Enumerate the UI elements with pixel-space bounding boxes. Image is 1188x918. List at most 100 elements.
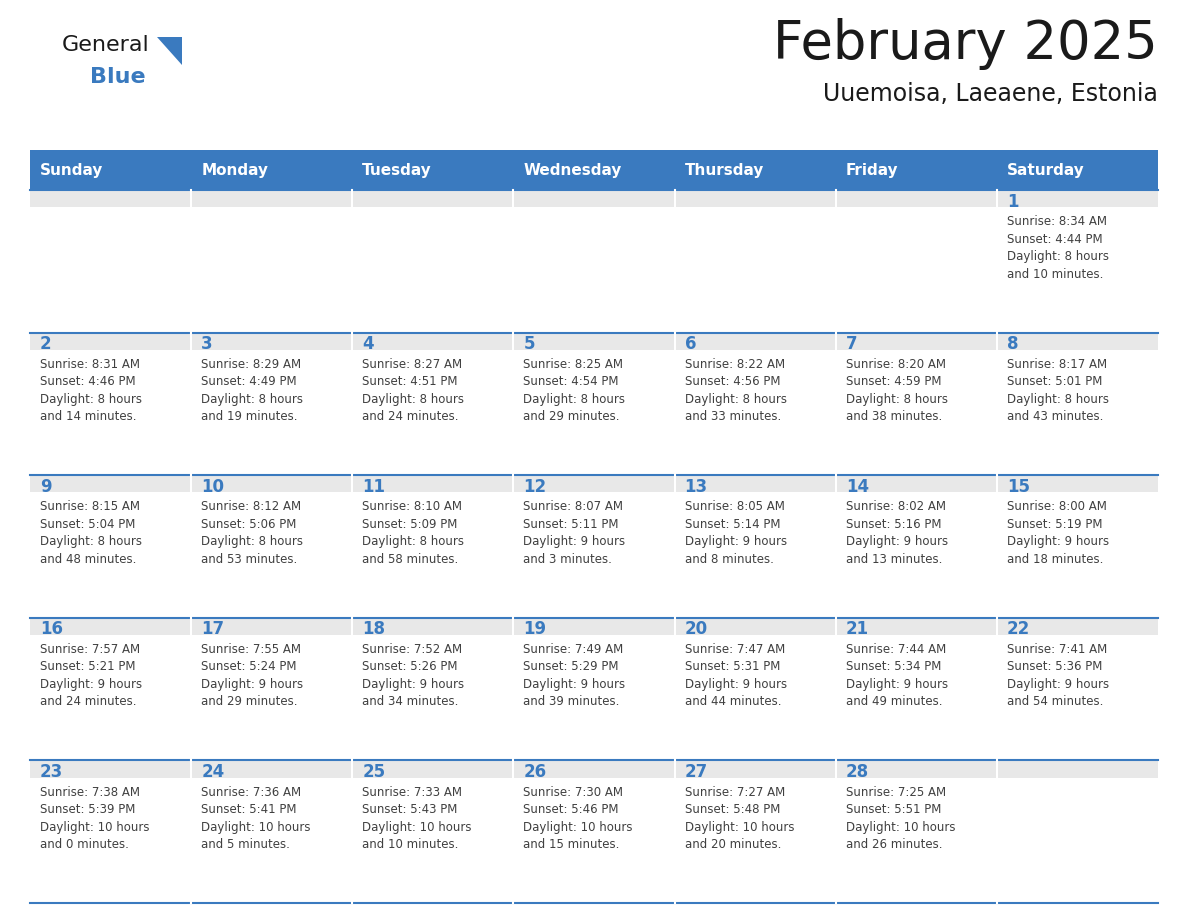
Bar <box>997 190 1158 207</box>
Bar <box>675 476 835 492</box>
Text: 13: 13 <box>684 477 708 496</box>
Bar <box>191 476 353 492</box>
Text: Sunrise: 7:57 AM
Sunset: 5:21 PM
Daylight: 9 hours
and 24 minutes.: Sunrise: 7:57 AM Sunset: 5:21 PM Dayligh… <box>40 643 143 709</box>
Bar <box>835 492 997 618</box>
Text: 16: 16 <box>40 621 63 638</box>
Text: Sunrise: 7:30 AM
Sunset: 5:46 PM
Daylight: 10 hours
and 15 minutes.: Sunrise: 7:30 AM Sunset: 5:46 PM Dayligh… <box>524 786 633 851</box>
Text: 22: 22 <box>1007 621 1030 638</box>
Text: General: General <box>62 35 150 55</box>
Text: Sunrise: 8:29 AM
Sunset: 4:49 PM
Daylight: 8 hours
and 19 minutes.: Sunrise: 8:29 AM Sunset: 4:49 PM Dayligh… <box>201 358 303 423</box>
Bar <box>513 190 675 207</box>
Bar <box>835 207 997 332</box>
Bar <box>997 350 1158 476</box>
Bar <box>675 635 835 760</box>
Bar <box>513 760 675 778</box>
Text: 20: 20 <box>684 621 708 638</box>
Text: February 2025: February 2025 <box>773 18 1158 70</box>
Text: 19: 19 <box>524 621 546 638</box>
Bar <box>675 150 835 190</box>
Bar <box>997 760 1158 778</box>
Text: Sunrise: 8:34 AM
Sunset: 4:44 PM
Daylight: 8 hours
and 10 minutes.: Sunrise: 8:34 AM Sunset: 4:44 PM Dayligh… <box>1007 215 1108 281</box>
Bar <box>835 190 997 207</box>
Text: 2: 2 <box>40 335 51 353</box>
Text: Sunrise: 8:17 AM
Sunset: 5:01 PM
Daylight: 8 hours
and 43 minutes.: Sunrise: 8:17 AM Sunset: 5:01 PM Dayligh… <box>1007 358 1108 423</box>
Bar <box>353 350 513 476</box>
Text: Sunrise: 7:55 AM
Sunset: 5:24 PM
Daylight: 9 hours
and 29 minutes.: Sunrise: 7:55 AM Sunset: 5:24 PM Dayligh… <box>201 643 303 709</box>
Text: 10: 10 <box>201 477 225 496</box>
Bar <box>835 332 997 350</box>
Bar <box>513 350 675 476</box>
Bar <box>997 476 1158 492</box>
Bar <box>353 760 513 778</box>
Text: Uuemoisa, Laeaene, Estonia: Uuemoisa, Laeaene, Estonia <box>823 82 1158 106</box>
Bar <box>30 778 191 903</box>
Bar <box>191 207 353 332</box>
Bar <box>353 618 513 635</box>
Bar <box>513 492 675 618</box>
Bar <box>675 207 835 332</box>
Bar <box>675 332 835 350</box>
Bar <box>835 150 997 190</box>
Text: 12: 12 <box>524 477 546 496</box>
Text: Sunday: Sunday <box>40 162 103 177</box>
Bar <box>353 778 513 903</box>
Text: Sunrise: 8:02 AM
Sunset: 5:16 PM
Daylight: 9 hours
and 13 minutes.: Sunrise: 8:02 AM Sunset: 5:16 PM Dayligh… <box>846 500 948 565</box>
Text: Saturday: Saturday <box>1007 162 1085 177</box>
Text: 25: 25 <box>362 763 385 781</box>
Text: Sunrise: 8:27 AM
Sunset: 4:51 PM
Daylight: 8 hours
and 24 minutes.: Sunrise: 8:27 AM Sunset: 4:51 PM Dayligh… <box>362 358 465 423</box>
Text: Thursday: Thursday <box>684 162 764 177</box>
Bar <box>191 760 353 778</box>
Bar <box>513 332 675 350</box>
Bar <box>191 332 353 350</box>
Bar <box>675 492 835 618</box>
Bar <box>30 760 191 778</box>
Bar <box>835 350 997 476</box>
Text: Sunrise: 7:33 AM
Sunset: 5:43 PM
Daylight: 10 hours
and 10 minutes.: Sunrise: 7:33 AM Sunset: 5:43 PM Dayligh… <box>362 786 472 851</box>
Text: 27: 27 <box>684 763 708 781</box>
Bar <box>997 492 1158 618</box>
Bar <box>997 150 1158 190</box>
Text: 24: 24 <box>201 763 225 781</box>
Bar <box>30 350 191 476</box>
Bar <box>513 476 675 492</box>
Bar <box>997 332 1158 350</box>
Text: Sunrise: 7:27 AM
Sunset: 5:48 PM
Daylight: 10 hours
and 20 minutes.: Sunrise: 7:27 AM Sunset: 5:48 PM Dayligh… <box>684 786 794 851</box>
Text: Sunrise: 7:41 AM
Sunset: 5:36 PM
Daylight: 9 hours
and 54 minutes.: Sunrise: 7:41 AM Sunset: 5:36 PM Dayligh… <box>1007 643 1108 709</box>
Bar <box>30 492 191 618</box>
Text: Sunrise: 8:15 AM
Sunset: 5:04 PM
Daylight: 8 hours
and 48 minutes.: Sunrise: 8:15 AM Sunset: 5:04 PM Dayligh… <box>40 500 143 565</box>
Text: 8: 8 <box>1007 335 1018 353</box>
Text: 18: 18 <box>362 621 385 638</box>
Bar <box>191 150 353 190</box>
Text: Sunrise: 7:36 AM
Sunset: 5:41 PM
Daylight: 10 hours
and 5 minutes.: Sunrise: 7:36 AM Sunset: 5:41 PM Dayligh… <box>201 786 310 851</box>
Text: 26: 26 <box>524 763 546 781</box>
Polygon shape <box>157 37 182 65</box>
Bar <box>675 350 835 476</box>
Text: 7: 7 <box>846 335 858 353</box>
Bar <box>191 778 353 903</box>
Bar <box>997 635 1158 760</box>
Text: 21: 21 <box>846 621 868 638</box>
Text: Sunrise: 7:52 AM
Sunset: 5:26 PM
Daylight: 9 hours
and 34 minutes.: Sunrise: 7:52 AM Sunset: 5:26 PM Dayligh… <box>362 643 465 709</box>
Text: Sunrise: 8:00 AM
Sunset: 5:19 PM
Daylight: 9 hours
and 18 minutes.: Sunrise: 8:00 AM Sunset: 5:19 PM Dayligh… <box>1007 500 1108 565</box>
Text: Blue: Blue <box>90 67 146 87</box>
Text: Sunrise: 8:20 AM
Sunset: 4:59 PM
Daylight: 8 hours
and 38 minutes.: Sunrise: 8:20 AM Sunset: 4:59 PM Dayligh… <box>846 358 948 423</box>
Text: Wednesday: Wednesday <box>524 162 621 177</box>
Bar <box>30 618 191 635</box>
Bar <box>353 150 513 190</box>
Text: 28: 28 <box>846 763 868 781</box>
Text: Sunrise: 8:25 AM
Sunset: 4:54 PM
Daylight: 8 hours
and 29 minutes.: Sunrise: 8:25 AM Sunset: 4:54 PM Dayligh… <box>524 358 625 423</box>
Bar <box>997 207 1158 332</box>
Bar <box>30 190 191 207</box>
Bar <box>835 778 997 903</box>
Text: 23: 23 <box>40 763 63 781</box>
Bar <box>997 778 1158 903</box>
Text: 5: 5 <box>524 335 535 353</box>
Bar <box>675 618 835 635</box>
Bar <box>353 635 513 760</box>
Text: Sunrise: 7:49 AM
Sunset: 5:29 PM
Daylight: 9 hours
and 39 minutes.: Sunrise: 7:49 AM Sunset: 5:29 PM Dayligh… <box>524 643 626 709</box>
Text: Sunrise: 7:44 AM
Sunset: 5:34 PM
Daylight: 9 hours
and 49 minutes.: Sunrise: 7:44 AM Sunset: 5:34 PM Dayligh… <box>846 643 948 709</box>
Text: Sunrise: 8:12 AM
Sunset: 5:06 PM
Daylight: 8 hours
and 53 minutes.: Sunrise: 8:12 AM Sunset: 5:06 PM Dayligh… <box>201 500 303 565</box>
Bar <box>30 476 191 492</box>
Text: Sunrise: 8:22 AM
Sunset: 4:56 PM
Daylight: 8 hours
and 33 minutes.: Sunrise: 8:22 AM Sunset: 4:56 PM Dayligh… <box>684 358 786 423</box>
Bar <box>191 492 353 618</box>
